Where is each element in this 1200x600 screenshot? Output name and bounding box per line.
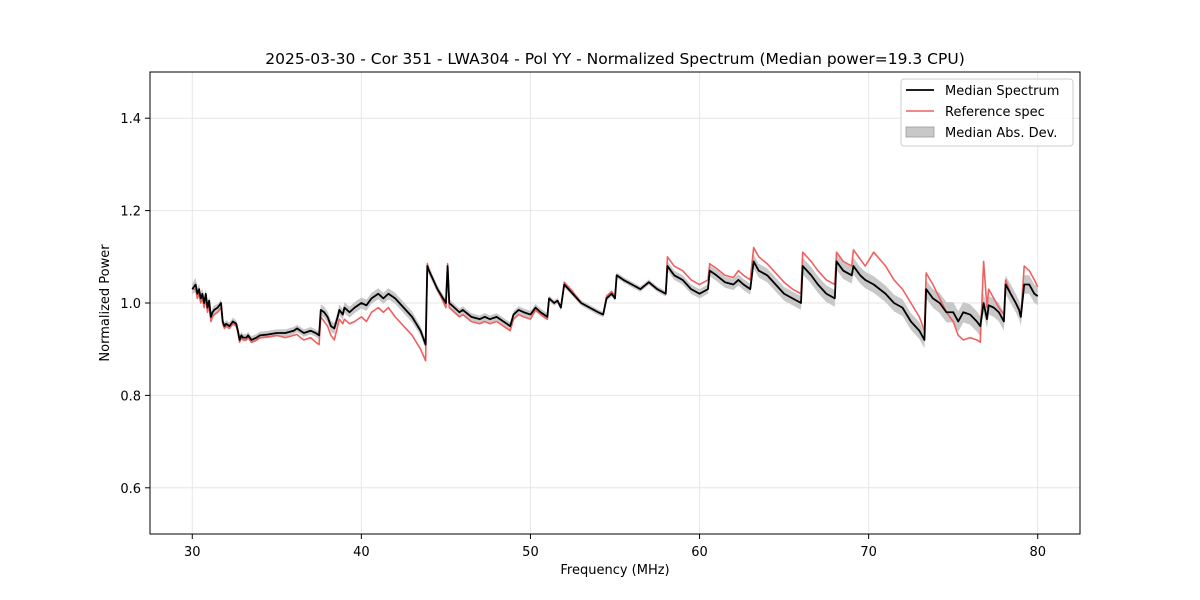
mad-band: [192, 253, 1038, 350]
y-tick-label: 0.6: [120, 482, 141, 497]
legend: Median Spectrum Reference spec Median Ab…: [900, 78, 1074, 147]
x-tick-label: 30: [184, 545, 201, 560]
legend-box: [900, 78, 1074, 147]
legend-label-median: Median Spectrum: [945, 84, 1059, 99]
reference-spec-line: [192, 246, 1039, 362]
x-tick-label: 50: [522, 545, 539, 560]
y-tick-label: 1.0: [120, 297, 141, 312]
y-tick-label: 1.4: [120, 112, 141, 127]
y-axis-label: Normalized Power: [98, 244, 113, 362]
y-tick-label: 0.8: [120, 389, 141, 404]
x-tick-label: 60: [691, 545, 708, 560]
x-tick-label: 40: [353, 545, 370, 560]
x-tick-label: 70: [860, 545, 877, 560]
legend-label-reference: Reference spec: [945, 105, 1045, 120]
x-axis: 30 40 50 60 70 80: [184, 534, 1046, 560]
x-tick-label: 80: [1029, 545, 1046, 560]
median-spectrum-line: [191, 260, 1039, 346]
legend-label-mad: Median Abs. Dev.: [945, 126, 1057, 141]
x-axis-label: Frequency (MHz): [560, 563, 669, 578]
y-axis: 0.6 0.8 1.0 1.2 1.4: [120, 112, 150, 497]
legend-swatch-mad: [905, 126, 935, 138]
data-layer: [191, 246, 1039, 362]
y-tick-label: 1.2: [120, 205, 141, 220]
chart-title: 2025-03-30 - Cor 351 - LWA304 - Pol YY -…: [265, 50, 965, 68]
